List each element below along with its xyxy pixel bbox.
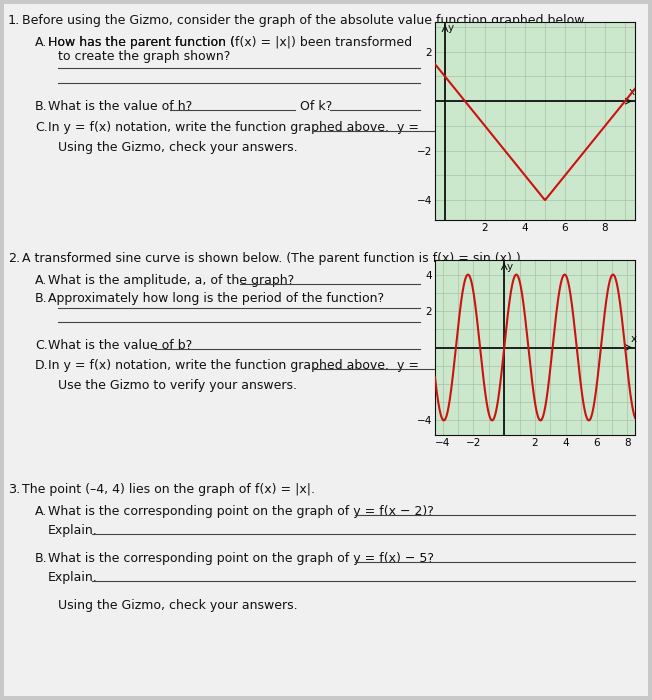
Text: 3.: 3.: [8, 483, 20, 496]
Text: What is the corresponding point on the graph of y = f(x − 2)?: What is the corresponding point on the g…: [48, 505, 434, 518]
Text: Use the Gizmo to verify your answers.: Use the Gizmo to verify your answers.: [58, 379, 297, 392]
Text: to create the graph shown?: to create the graph shown?: [58, 50, 230, 63]
Text: 1.: 1.: [8, 14, 20, 27]
Text: A.: A.: [35, 505, 47, 518]
Text: The point (–4, 4) lies on the graph of f(x) = |x|.: The point (–4, 4) lies on the graph of f…: [22, 483, 315, 496]
Text: A transformed sine curve is shown below. (The parent function is f(x) = sin (x).: A transformed sine curve is shown below.…: [22, 252, 521, 265]
Text: A.: A.: [35, 36, 47, 49]
Text: Approximately how long is the period of the function?: Approximately how long is the period of …: [48, 292, 384, 305]
Text: B.: B.: [35, 292, 48, 305]
Text: What is the value of b?: What is the value of b?: [48, 339, 192, 352]
Text: B.: B.: [35, 100, 48, 113]
Text: C.: C.: [35, 121, 48, 134]
Text: Of k?: Of k?: [300, 100, 333, 113]
FancyBboxPatch shape: [4, 4, 648, 696]
Text: x: x: [629, 88, 635, 97]
Text: A.: A.: [35, 274, 47, 287]
Text: Using the Gizmo, check your answers.: Using the Gizmo, check your answers.: [58, 599, 297, 612]
Text: What is the amplitude, a, of the graph?: What is the amplitude, a, of the graph?: [48, 274, 294, 287]
Text: In y = f(x) notation, write the function graphed above.  y =: In y = f(x) notation, write the function…: [48, 359, 419, 372]
Text: In y = f(x) notation, write the function graphed above.  y =: In y = f(x) notation, write the function…: [48, 121, 419, 134]
Text: C.: C.: [35, 339, 48, 352]
Text: y: y: [507, 262, 512, 272]
Text: What is the corresponding point on the graph of y = f(x) − 5?: What is the corresponding point on the g…: [48, 552, 434, 565]
Text: x: x: [630, 334, 636, 344]
Text: B.: B.: [35, 552, 48, 565]
Text: y: y: [448, 23, 454, 33]
Text: D.: D.: [35, 359, 49, 372]
Text: Before using the Gizmo, consider the graph of the absolute value function graphe: Before using the Gizmo, consider the gra…: [22, 14, 587, 27]
Text: How has the parent function (: How has the parent function (: [48, 36, 235, 49]
Text: Explain.: Explain.: [48, 524, 98, 537]
Text: Using the Gizmo, check your answers.: Using the Gizmo, check your answers.: [58, 141, 297, 154]
Text: Explain.: Explain.: [48, 571, 98, 584]
Text: How has the parent function (f(x) = |x|) been transformed: How has the parent function (f(x) = |x|)…: [48, 36, 412, 49]
Text: 2.: 2.: [8, 252, 20, 265]
Text: What is the value of h?: What is the value of h?: [48, 100, 192, 113]
